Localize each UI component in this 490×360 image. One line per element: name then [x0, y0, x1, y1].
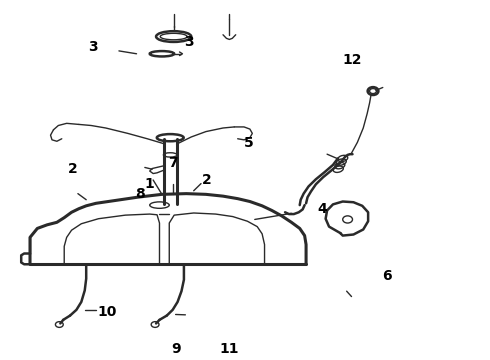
Text: 6: 6	[382, 269, 392, 283]
Text: 11: 11	[220, 342, 239, 356]
Text: 10: 10	[98, 305, 117, 319]
Text: 2: 2	[68, 162, 78, 176]
Text: 8: 8	[135, 187, 145, 201]
Text: 9: 9	[171, 342, 180, 356]
Text: 7: 7	[168, 156, 177, 170]
Text: 12: 12	[343, 53, 362, 67]
Text: 5: 5	[244, 136, 254, 150]
Text: 3: 3	[184, 35, 194, 49]
Text: 3: 3	[88, 40, 98, 54]
Text: 1: 1	[145, 177, 155, 190]
Text: 2: 2	[202, 173, 212, 187]
Text: 4: 4	[318, 202, 327, 216]
